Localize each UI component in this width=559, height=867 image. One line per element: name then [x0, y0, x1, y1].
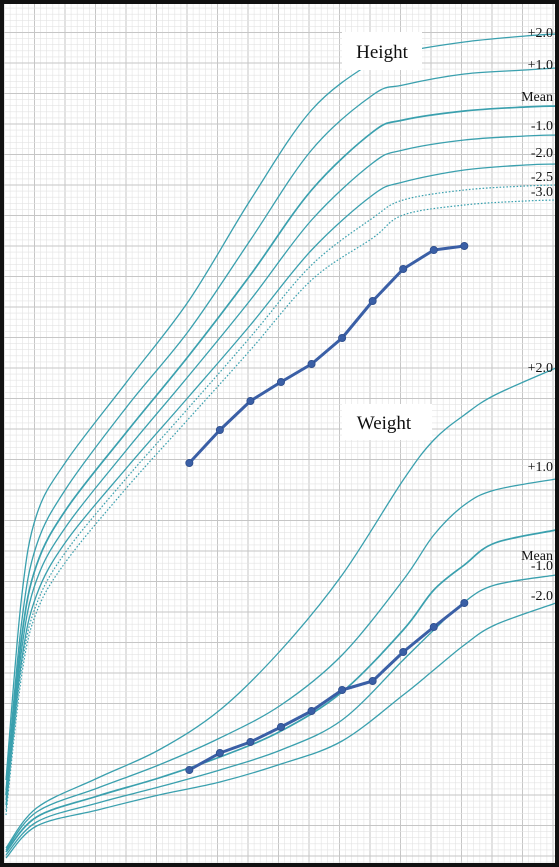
weight-patient-point — [460, 599, 469, 608]
weight-curve-mean — [5, 529, 557, 853]
height-patient-point — [276, 377, 285, 386]
height-curve-minus-2-0 — [5, 163, 557, 806]
height-curve-minus-3-0 — [5, 199, 557, 816]
weight-patient-point — [276, 723, 285, 732]
height-patient-point — [429, 245, 438, 254]
weight-patient-line — [188, 601, 466, 772]
height-label-plusminus-1-0: +1.0 — [528, 58, 553, 73]
height-label-minus-2-5: -2.5 — [531, 170, 553, 185]
height-title-box — [342, 32, 422, 70]
reference-curves — [5, 33, 557, 859]
weight-curve-plusminus-1-0 — [5, 478, 557, 851]
weight-patient-point — [246, 738, 255, 747]
height-curve-minus-1-0 — [5, 134, 557, 801]
weight-patient-point — [185, 766, 194, 775]
weight-patient-point — [399, 648, 408, 657]
weight-title: Weight — [357, 413, 412, 434]
weight-patient-point — [368, 677, 377, 686]
height-label-minus-3-0: -3.0 — [531, 185, 553, 200]
weight-label-minus-2-0: -2.0 — [531, 589, 553, 604]
weight-curve-plusminus-2-0 — [5, 367, 557, 849]
height-curve-minus-2-5 — [5, 184, 557, 811]
patient-lines — [185, 241, 469, 775]
height-patient-point — [185, 458, 194, 467]
height-patient-point — [246, 396, 255, 405]
height-curve-mean — [5, 105, 557, 796]
height-curve-plusminus-1-0 — [5, 67, 557, 791]
height-patient-point — [399, 264, 408, 273]
height-title: Height — [356, 42, 408, 63]
weight-patient-point — [307, 707, 316, 716]
weight-patient-point — [338, 686, 347, 695]
height-curve-plusminus-2-0 — [5, 33, 557, 781]
weight-label-mean: Mean — [521, 549, 553, 564]
height-patient-point — [215, 425, 224, 434]
weight-patient-point — [429, 623, 438, 632]
height-patient-point — [307, 359, 316, 368]
weight-curve-minus-2-0 — [5, 602, 557, 859]
height-label-plusminus-2-0: +2.0 — [528, 26, 553, 41]
weight-label-plusminus-1-0: +1.0 — [528, 460, 553, 475]
weight-title-box — [342, 404, 432, 440]
weight-label-minus-1-0: -1.0 — [531, 559, 553, 574]
weight-patient-point — [215, 749, 224, 758]
height-label-mean: Mean — [521, 90, 553, 105]
height-patient-point — [368, 296, 377, 305]
height-patient-point — [338, 333, 347, 342]
height-label-minus-1-0: -1.0 — [531, 119, 553, 134]
height-patient-line — [188, 244, 465, 465]
sd-labels: +2.0+1.0Mean-1.0-2.0-2.5-3.0+2.0+1.0Mean… — [521, 26, 553, 604]
height-label-minus-2-0: -2.0 — [531, 146, 553, 161]
height-patient-point — [460, 241, 469, 250]
weight-label-plusminus-2-0: +2.0 — [528, 361, 553, 376]
